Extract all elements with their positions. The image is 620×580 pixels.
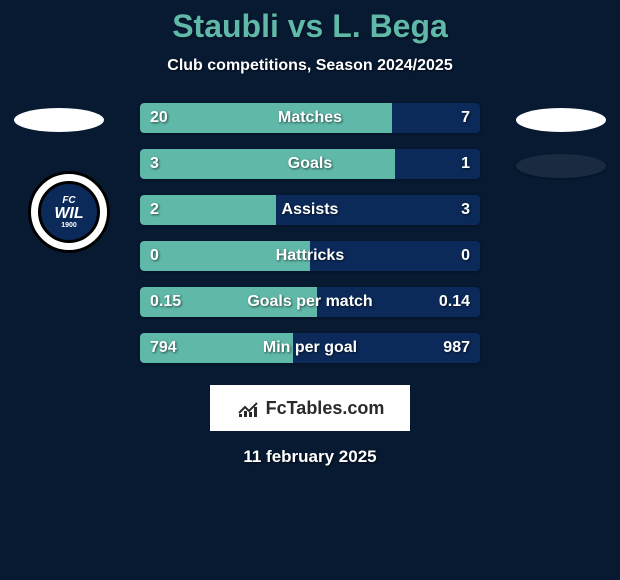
- stat-row: 794 987 Min per goal: [0, 333, 620, 367]
- bar-track: 2 3 Assists: [140, 195, 480, 225]
- bar-track: 794 987 Min per goal: [140, 333, 480, 363]
- bar-track: 3 1 Goals: [140, 149, 480, 179]
- source-logo: FcTables.com: [210, 385, 410, 431]
- bar-left-value: 794: [140, 333, 187, 363]
- bar-track: 0 0 Hattricks: [140, 241, 480, 271]
- club-logo-line1: FC: [62, 196, 75, 206]
- page-title: Staubli vs L. Bega: [0, 8, 620, 45]
- club-logo-line3: 1900: [61, 222, 77, 229]
- club-logo-inner: FC WIL 1900: [38, 181, 100, 243]
- bar-left-value: 0.15: [140, 287, 191, 317]
- bar-right-value: 1: [451, 149, 480, 179]
- bar-left-value: 3: [140, 149, 169, 179]
- page-subtitle: Club competitions, Season 2024/2025: [0, 57, 620, 75]
- bar-right-value: 0: [451, 241, 480, 271]
- bar-right-value: 7: [451, 103, 480, 133]
- bar-left-value: 2: [140, 195, 169, 225]
- bar-right-value: 3: [451, 195, 480, 225]
- chart-icon: [236, 396, 260, 420]
- bar-left-fill: [140, 149, 395, 179]
- club-logo-line2: WIL: [54, 206, 83, 222]
- stat-row: FC WIL 1900 2 3 Assists: [0, 195, 620, 229]
- stat-row: 20 7 Matches: [0, 103, 620, 137]
- bar-track: 20 7 Matches: [140, 103, 480, 133]
- bar-left-value: 20: [140, 103, 178, 133]
- team-right-badge-alt: [516, 154, 606, 178]
- source-logo-text: FcTables.com: [266, 398, 385, 419]
- team-left-badge: [14, 108, 104, 132]
- comparison-card: Staubli vs L. Bega Club competitions, Se…: [0, 0, 620, 580]
- footer-date: 11 february 2025: [0, 447, 620, 467]
- bar-track: 0.15 0.14 Goals per match: [140, 287, 480, 317]
- team-right-badge: [516, 108, 606, 132]
- stat-row: 0.15 0.14 Goals per match: [0, 287, 620, 321]
- bar-right-fill: [276, 195, 480, 225]
- bar-right-value: 987: [433, 333, 480, 363]
- stat-row: 0 0 Hattricks: [0, 241, 620, 275]
- bar-left-value: 0: [140, 241, 169, 271]
- bar-right-value: 0.14: [429, 287, 480, 317]
